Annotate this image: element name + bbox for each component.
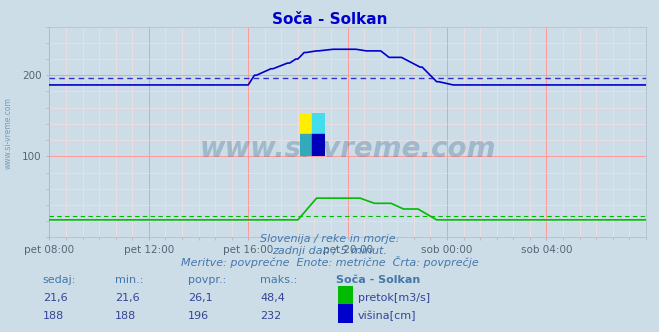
Text: min.:: min.: [115, 275, 144, 285]
Text: povpr.:: povpr.: [188, 275, 226, 285]
Text: 21,6: 21,6 [115, 293, 140, 303]
Text: www.si-vreme.com: www.si-vreme.com [200, 135, 496, 163]
Bar [300, 134, 312, 156]
Text: Meritve: povprečne  Enote: metrične  Črta: povprečje: Meritve: povprečne Enote: metrične Črta:… [181, 256, 478, 268]
Text: maks.:: maks.: [260, 275, 298, 285]
Text: 188: 188 [115, 311, 136, 321]
Bar [312, 134, 325, 156]
Text: pretok[m3/s]: pretok[m3/s] [358, 293, 430, 303]
Text: sedaj:: sedaj: [43, 275, 76, 285]
Text: www.si-vreme.com: www.si-vreme.com [3, 97, 13, 169]
Text: 196: 196 [188, 311, 209, 321]
Text: Slovenija / reke in morje.: Slovenija / reke in morje. [260, 234, 399, 244]
Bar [300, 113, 312, 134]
Text: 21,6: 21,6 [43, 293, 67, 303]
Text: Soča - Solkan: Soča - Solkan [272, 12, 387, 27]
Text: višina[cm]: višina[cm] [358, 311, 416, 321]
Text: 188: 188 [43, 311, 64, 321]
Text: 232: 232 [260, 311, 281, 321]
Text: 48,4: 48,4 [260, 293, 285, 303]
Bar [312, 113, 325, 134]
Text: Soča - Solkan: Soča - Solkan [336, 275, 420, 285]
Text: zadnji dan / 5 minut.: zadnji dan / 5 minut. [272, 246, 387, 256]
Text: 26,1: 26,1 [188, 293, 212, 303]
